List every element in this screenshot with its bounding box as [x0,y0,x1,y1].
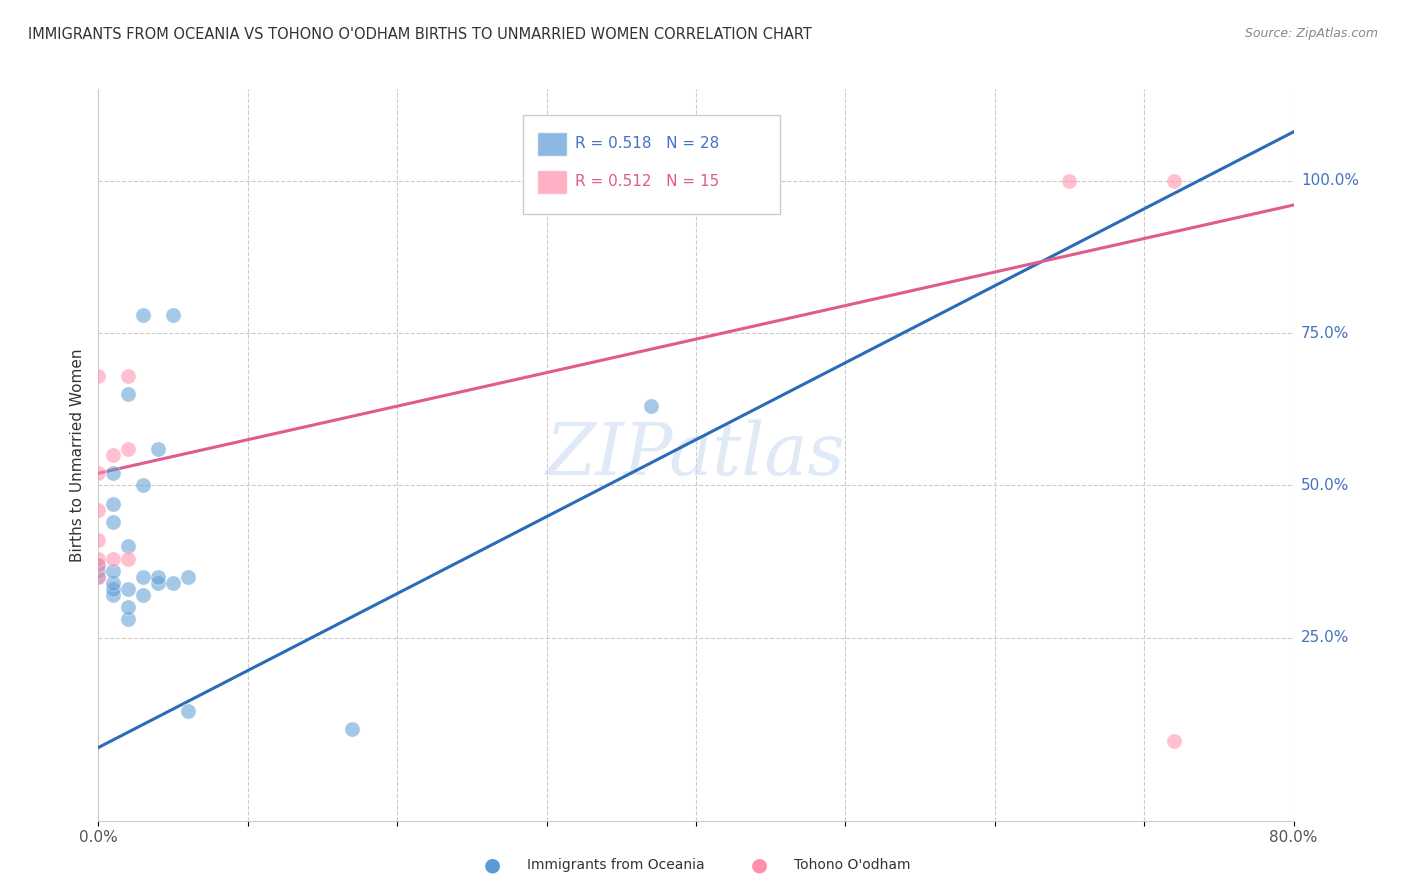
Text: Tohono O'odham: Tohono O'odham [794,858,911,872]
Point [103,551,125,566]
Point [103,564,125,578]
Point [177,704,200,718]
Text: ZIPatlas: ZIPatlas [546,419,846,491]
Point [162,308,184,322]
Point [87,570,110,584]
Text: 75.0%: 75.0% [1301,326,1350,341]
Point [103,582,125,596]
Point [87,368,110,383]
Point [162,576,184,591]
Point [103,448,125,462]
Point [132,308,155,322]
Point [87,570,110,584]
Point [87,533,110,548]
Text: 25.0%: 25.0% [1301,631,1350,645]
Point [117,387,139,401]
Point [342,723,364,737]
Point [87,466,110,480]
Text: Source: ZipAtlas.com: Source: ZipAtlas.com [1244,27,1378,40]
Text: R = 0.512   N = 15: R = 0.512 N = 15 [575,174,720,189]
Text: ●: ● [484,855,501,875]
Point [117,582,139,596]
Point [103,497,125,511]
Text: 50.0%: 50.0% [1301,478,1350,493]
Point [103,588,125,602]
Point [87,551,110,566]
Point [87,502,110,516]
Text: Immigrants from Oceania: Immigrants from Oceania [527,858,704,872]
Point [117,612,139,626]
Point [117,551,139,566]
Point [177,570,200,584]
Point [117,600,139,615]
FancyBboxPatch shape [523,115,779,213]
Point [103,576,125,591]
Point [87,564,110,578]
Point [132,478,155,492]
Point [148,442,170,456]
Point [87,558,110,572]
Point [1059,173,1081,187]
FancyBboxPatch shape [537,132,567,156]
Point [117,539,139,553]
Point [132,588,155,602]
Text: R = 0.518   N = 28: R = 0.518 N = 28 [575,136,720,151]
Point [103,515,125,529]
Point [148,570,170,584]
Point [640,399,662,413]
Point [103,466,125,480]
FancyBboxPatch shape [537,169,567,194]
Text: IMMIGRANTS FROM OCEANIA VS TOHONO O'ODHAM BIRTHS TO UNMARRIED WOMEN CORRELATION : IMMIGRANTS FROM OCEANIA VS TOHONO O'ODHA… [28,27,813,42]
Point [1163,734,1185,748]
Point [117,442,139,456]
Point [87,558,110,572]
Point [148,576,170,591]
Point [132,570,155,584]
Text: 100.0%: 100.0% [1301,173,1360,188]
Point [1163,173,1185,187]
Text: ●: ● [751,855,768,875]
Point [117,368,139,383]
Y-axis label: Births to Unmarried Women: Births to Unmarried Women [69,348,84,562]
